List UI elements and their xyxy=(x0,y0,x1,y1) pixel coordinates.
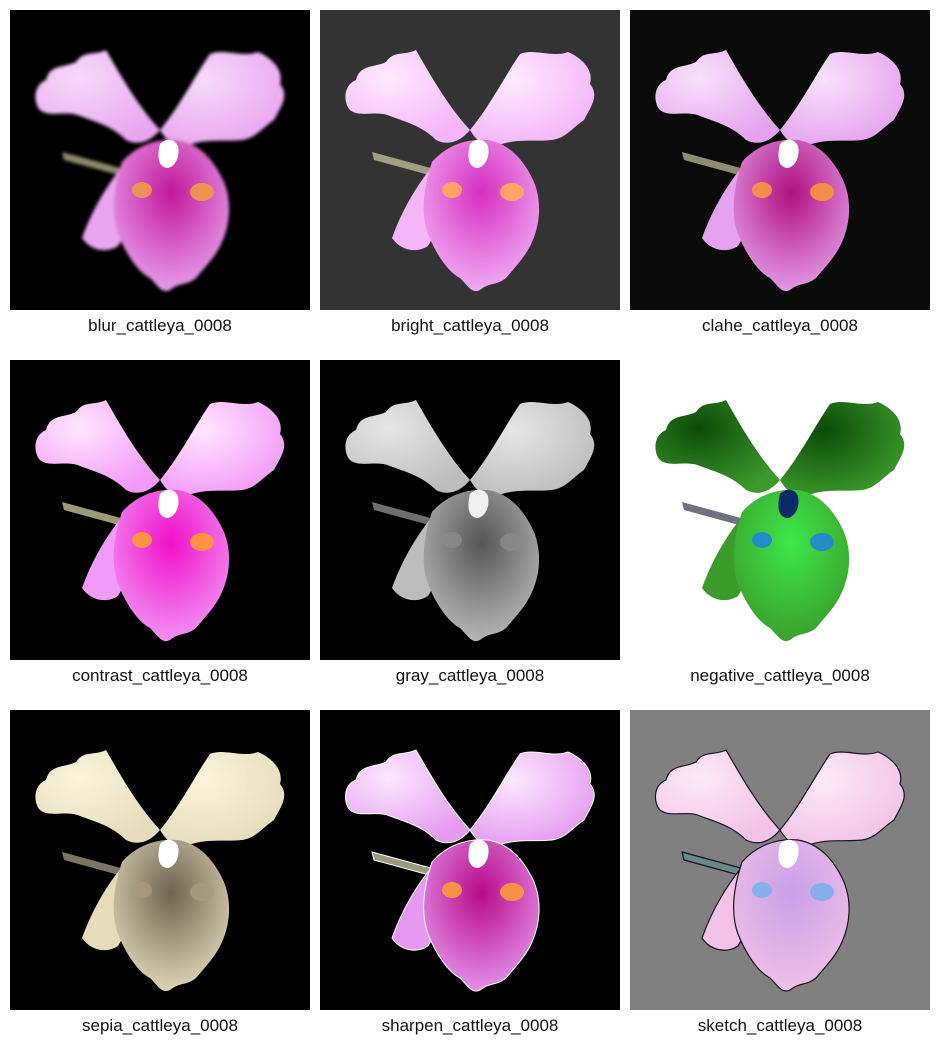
image-caption: sketch_cattleya_0008 xyxy=(697,1016,863,1035)
orchid-petal-left xyxy=(35,50,160,143)
orchid-petal-left xyxy=(345,50,470,143)
orchid-image xyxy=(10,360,310,660)
image-caption: sharpen_cattleya_0008 xyxy=(381,1016,559,1035)
orchid-petal-left xyxy=(345,749,471,844)
orchid-lip xyxy=(733,489,850,642)
orchid-throat-spot xyxy=(190,183,214,201)
orchid-image xyxy=(630,360,930,660)
orchid-image xyxy=(320,360,620,660)
orchid-image xyxy=(10,10,310,310)
image-caption: contrast_cattleya_0008 xyxy=(72,666,248,685)
orchid-column xyxy=(778,139,799,168)
orchid-lip xyxy=(423,489,540,642)
orchid-petal-right xyxy=(160,402,285,497)
orchid-throat-spot xyxy=(190,533,214,551)
image-caption: sepia_cattleya_0008 xyxy=(82,1016,238,1035)
orchid-stem xyxy=(62,852,130,878)
orchid-throat-spot xyxy=(190,883,214,901)
orchid-throat-spot xyxy=(500,883,524,901)
orchid-lip xyxy=(423,139,540,292)
orchid-column xyxy=(468,839,489,868)
orchid-throat-spot xyxy=(500,183,524,201)
image-tile-bright xyxy=(320,10,620,310)
orchid-petal-right xyxy=(469,751,595,847)
orchid-lip xyxy=(733,839,850,992)
orchid-throat-spot xyxy=(132,182,152,198)
orchid-throat-spot xyxy=(442,532,462,548)
orchid-throat-spot xyxy=(810,183,834,201)
orchid-petal-left xyxy=(35,400,160,493)
orchid-stem xyxy=(682,502,750,528)
image-caption: gray_cattleya_0008 xyxy=(395,666,545,685)
orchid-petal-left xyxy=(345,400,470,493)
orchid-petal-left xyxy=(654,749,781,844)
image-caption: clahe_cattleya_0008 xyxy=(702,316,858,335)
orchid-lip xyxy=(113,839,230,992)
orchid-lip xyxy=(423,839,540,992)
orchid-image xyxy=(320,710,620,1010)
orchid-throat-spot xyxy=(810,533,834,551)
orchid-stem xyxy=(62,152,130,178)
orchid-throat-spot xyxy=(132,532,152,548)
orchid-petal-right xyxy=(160,752,285,847)
orchid-stem xyxy=(372,152,440,178)
orchid-throat-spot xyxy=(132,882,152,898)
orchid-throat-spot xyxy=(442,882,462,898)
orchid-column xyxy=(468,139,489,168)
orchid-column xyxy=(158,839,179,868)
image-tile-blur xyxy=(10,10,310,310)
orchid-petal-right xyxy=(160,52,285,147)
orchid-stem xyxy=(372,502,440,528)
orchid-petal-right xyxy=(470,402,595,497)
orchid-column xyxy=(778,489,799,518)
orchid-column xyxy=(468,489,489,518)
orchid-petal-right xyxy=(470,52,595,147)
orchid-throat-spot xyxy=(752,182,772,198)
image-tile-sketch xyxy=(630,710,930,1010)
orchid-petal-left xyxy=(655,400,780,493)
orchid-petal-left xyxy=(35,750,160,843)
image-caption: blur_cattleya_0008 xyxy=(88,316,232,335)
orchid-throat-spot xyxy=(752,882,772,898)
orchid-column xyxy=(158,139,179,168)
orchid-petal-right xyxy=(780,52,905,147)
orchid-image xyxy=(320,10,620,310)
orchid-column xyxy=(778,839,799,868)
orchid-throat-spot xyxy=(752,532,772,548)
image-tile-sharpen xyxy=(320,710,620,1010)
orchid-throat-spot xyxy=(442,182,462,198)
orchid-lip xyxy=(733,139,850,292)
orchid-stem xyxy=(62,502,130,528)
orchid-image xyxy=(630,10,930,310)
image-tile-gray xyxy=(320,360,620,660)
orchid-lip xyxy=(113,139,230,292)
orchid-column xyxy=(158,489,179,518)
orchid-image xyxy=(10,710,310,1010)
image-tile-clahe xyxy=(630,10,930,310)
orchid-petal-right xyxy=(780,402,905,497)
image-tile-sepia xyxy=(10,710,310,1010)
orchid-petal-right xyxy=(779,751,905,847)
orchid-image xyxy=(630,710,930,1010)
orchid-throat-spot xyxy=(500,533,524,551)
orchid-stem xyxy=(682,152,750,178)
image-caption: bright_cattleya_0008 xyxy=(391,316,549,335)
orchid-petal-left xyxy=(655,50,780,143)
image-caption: negative_cattleya_0008 xyxy=(690,666,870,685)
orchid-throat-spot xyxy=(810,883,834,901)
image-tile-negative xyxy=(630,360,930,660)
orchid-lip xyxy=(113,489,230,642)
image-tile-contrast xyxy=(10,360,310,660)
